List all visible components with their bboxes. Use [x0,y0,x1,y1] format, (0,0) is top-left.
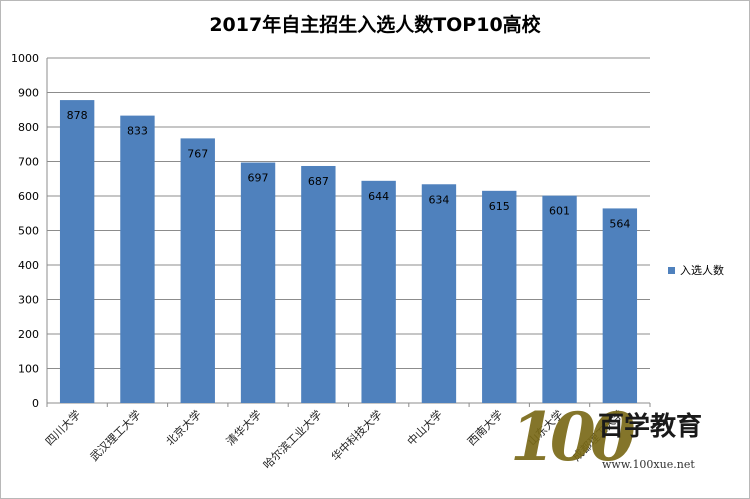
bars [59,100,638,404]
data-label: 564 [609,217,630,230]
data-label: 833 [127,125,148,138]
y-tick-label: 0 [32,397,39,410]
y-tick-label: 400 [18,259,39,272]
bar [180,138,215,403]
x-tick-label: 哈尔滨工业大学 [260,407,324,471]
x-tick-label: 西南大学 [464,407,505,448]
legend: 入选人数 [668,262,724,278]
data-label: 767 [187,147,208,160]
y-tick-label: 900 [18,87,39,100]
watermark-url: www.100xue.net [602,458,695,471]
x-tick-label: 华中科技大学 [328,407,385,464]
x-tick-label: 中山大学 [404,407,445,448]
legend-label: 入选人数 [680,264,724,277]
data-label: 687 [308,175,329,188]
chart-title: 2017年自主招生入选人数TOP10高校 [209,14,541,36]
data-label: 601 [549,205,570,218]
x-tick-label: 四川大学 [42,407,83,448]
y-tick-label: 700 [18,156,39,169]
bar [421,184,457,403]
bar [361,180,396,403]
data-label: 644 [368,190,389,203]
bar [542,195,577,403]
y-tick-label: 200 [18,328,39,341]
bar [482,190,517,403]
legend-swatch [668,266,675,274]
watermark-number: 100 [510,398,636,476]
y-tick-label: 500 [18,225,39,238]
x-tick-label: 清华大学 [223,407,264,448]
bar [602,208,638,403]
bar [240,162,276,403]
bar [301,165,336,403]
watermark-brand: 百学教育 [598,412,703,442]
data-label: 615 [489,200,510,213]
x-tick-label: 北京大学 [163,407,204,448]
y-tick-label: 800 [18,121,39,134]
y-tick-label: 600 [18,190,39,203]
y-tick-label: 300 [18,294,39,307]
y-tick-label: 100 [18,363,39,376]
y-tick-label: 1000 [11,52,39,65]
watermark-logo: 100 百学教育 www.100xue.net [510,398,720,482]
data-label: 634 [428,193,449,206]
x-tick-label: 武汉理工大学 [87,407,144,464]
data-label: 697 [248,172,269,185]
data-label: 878 [67,109,88,122]
bar [120,115,155,404]
bar [59,100,95,403]
